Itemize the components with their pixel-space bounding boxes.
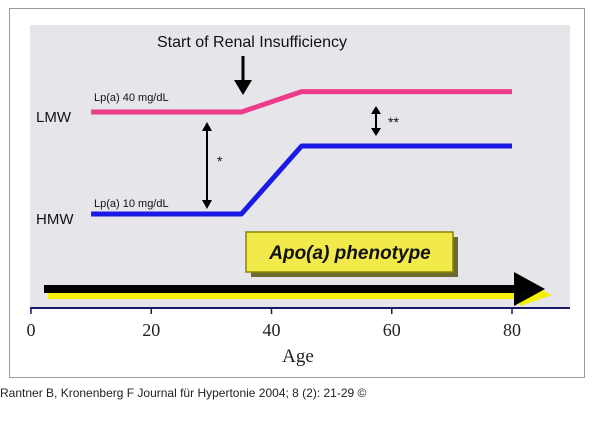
x-axis-label: Age xyxy=(282,346,314,367)
chart-title: Start of Renal Insufficiency xyxy=(157,34,347,51)
phenotype-box xyxy=(245,231,454,273)
x-tick-label-40: 40 xyxy=(263,320,281,340)
lmw-series-label: LMW xyxy=(36,109,72,126)
significance-label-single: * xyxy=(217,153,223,169)
x-tick-label-20: 20 xyxy=(142,320,160,340)
hmw-start-value-label: Lp(a) 10 mg/dL xyxy=(94,198,169,210)
lmw-start-value-label: Lp(a) 40 mg/dL xyxy=(94,92,169,104)
x-tick-label-0: 0 xyxy=(27,320,36,340)
x-axis-ticks: 0 20 40 60 80 xyxy=(27,308,521,340)
x-tick-label-60: 60 xyxy=(383,320,401,340)
phenotype-box-label: Apo(a) phenotype xyxy=(268,243,431,264)
onset-arrow-head xyxy=(234,80,252,95)
significance-label-double: ** xyxy=(388,114,399,130)
significance-arrow-double xyxy=(371,106,381,136)
figure-caption: Rantner B, Kronenberg F Journal für Hype… xyxy=(0,386,367,400)
significance-arrow-single xyxy=(202,122,212,209)
x-tick-label-80: 80 xyxy=(503,320,521,340)
age-arrow xyxy=(44,272,545,306)
lmw-series-line xyxy=(91,89,512,115)
hmw-series-label: HMW xyxy=(36,211,74,228)
hmw-series-line xyxy=(91,143,512,217)
